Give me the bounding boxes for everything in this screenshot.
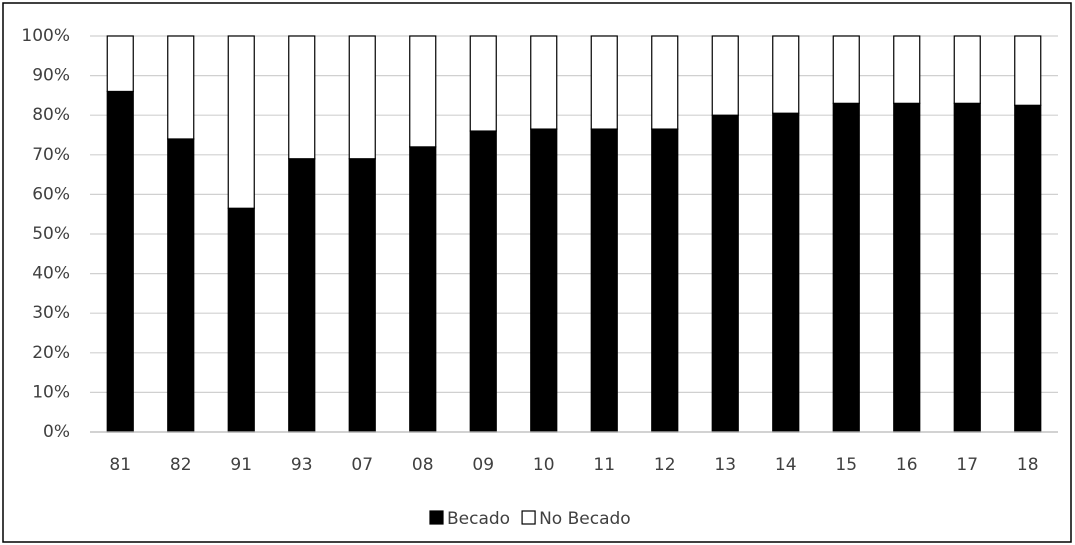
y-tick-label: 30% — [32, 303, 70, 323]
x-tick-label: 13 — [714, 455, 736, 475]
bar-segment — [832, 102, 860, 433]
y-tick-label: 40% — [32, 264, 70, 284]
x-tick-label: 12 — [654, 455, 676, 475]
bar-segment — [409, 35, 437, 148]
bar-segment — [288, 158, 316, 433]
x-tick-label: 15 — [835, 455, 857, 475]
legend-label: No Becado — [539, 509, 631, 529]
bar-segment — [651, 35, 679, 130]
x-tick-label: 16 — [896, 455, 918, 475]
bar-segment — [711, 114, 739, 433]
bar-segment — [167, 35, 195, 140]
y-tick-label: 60% — [32, 184, 70, 204]
x-tick-label: 09 — [472, 455, 494, 475]
y-tick-label: 70% — [32, 145, 70, 165]
bar-segment — [227, 207, 255, 433]
bar-segment — [953, 102, 981, 433]
bar-segment — [348, 35, 376, 160]
bar-segment — [469, 130, 497, 433]
x-tick-label: 81 — [109, 455, 131, 475]
bar-segment — [530, 35, 558, 130]
bar-segment — [893, 102, 921, 433]
legend-swatch — [521, 510, 536, 525]
x-tick-label: 91 — [230, 455, 252, 475]
bar-segment — [348, 158, 376, 433]
x-tick-label: 14 — [775, 455, 797, 475]
bar-segment — [772, 112, 800, 433]
y-tick-label: 20% — [32, 343, 70, 363]
bar-segment — [530, 128, 558, 433]
x-tick-label: 07 — [351, 455, 373, 475]
bar-segment — [711, 35, 739, 116]
bar-segment — [590, 35, 618, 130]
bar-segment — [772, 35, 800, 114]
bar-segment — [106, 90, 134, 433]
y-tick-label: 90% — [32, 66, 70, 86]
bar-segment — [1014, 104, 1042, 433]
y-tick-label: 0% — [43, 422, 70, 442]
x-tick-label: 10 — [533, 455, 555, 475]
legend-swatch — [429, 510, 444, 525]
bar-segment — [106, 35, 134, 93]
bar-segment — [288, 35, 316, 160]
bar-segment — [227, 35, 255, 209]
legend-label: Becado — [447, 509, 510, 529]
bar-segment — [409, 146, 437, 433]
bar-segment — [651, 128, 679, 433]
x-tick-label: 17 — [956, 455, 978, 475]
y-tick-label: 80% — [32, 105, 70, 125]
bar-segment — [469, 35, 497, 132]
bar-segment — [1014, 35, 1042, 106]
x-tick-label: 11 — [593, 455, 615, 475]
bar-segment — [167, 138, 195, 433]
x-tick-label: 82 — [170, 455, 192, 475]
y-tick-label: 50% — [32, 224, 70, 244]
y-tick-label: 10% — [32, 382, 70, 402]
x-tick-label: 08 — [412, 455, 434, 475]
x-tick-label: 18 — [1017, 455, 1039, 475]
bar-segment — [590, 128, 618, 433]
bar-segment — [893, 35, 921, 104]
y-tick-label: 100% — [21, 26, 70, 46]
bar-segment — [953, 35, 981, 104]
x-tick-label: 93 — [291, 455, 313, 475]
bar-segment — [832, 35, 860, 104]
